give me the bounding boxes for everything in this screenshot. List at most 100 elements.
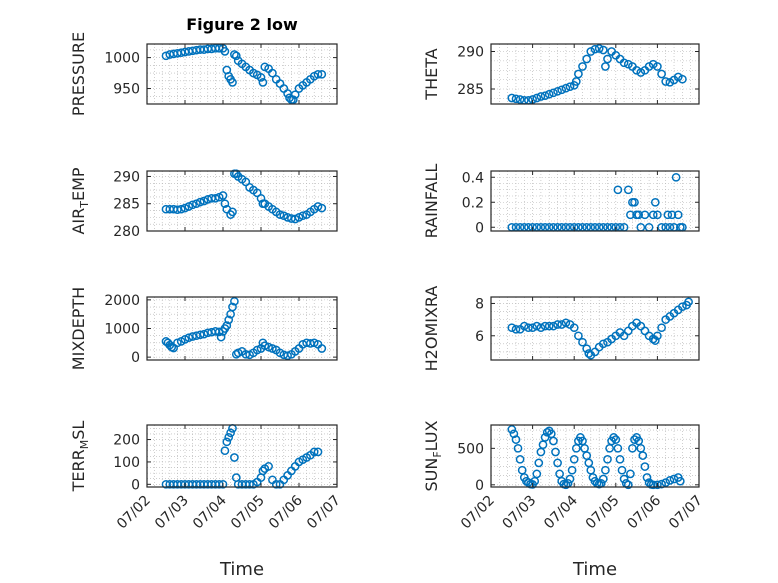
data-point xyxy=(653,331,662,341)
data-point xyxy=(228,78,237,87)
data-point xyxy=(648,210,658,220)
data-point xyxy=(661,478,671,487)
data-point xyxy=(628,443,637,453)
data-point xyxy=(161,51,171,61)
subplot-rainfall: 0 0.2 0.4 RAINFALL xyxy=(422,164,700,238)
y-axis-label: SUNFLUX xyxy=(422,420,444,491)
data-point xyxy=(228,207,237,217)
data-point xyxy=(218,479,228,489)
data-point xyxy=(623,480,633,490)
x-tick-label: 07/07 xyxy=(666,493,706,533)
data-point xyxy=(534,458,544,468)
y-axis-label: MIXDEPTH xyxy=(69,287,88,370)
data-point xyxy=(313,69,323,79)
data-point xyxy=(684,297,693,307)
data-point xyxy=(630,435,639,444)
data-point xyxy=(650,197,660,207)
data-point xyxy=(653,210,662,220)
data-point xyxy=(317,69,327,79)
data-point xyxy=(561,83,571,93)
data-point xyxy=(536,323,546,333)
data-point xyxy=(313,447,323,457)
data-point xyxy=(542,427,552,437)
data-point xyxy=(317,344,327,353)
data-point xyxy=(507,425,517,434)
data-point xyxy=(571,77,581,86)
data-point xyxy=(230,296,239,306)
data-point xyxy=(532,469,542,479)
data-point xyxy=(671,172,681,182)
data-point xyxy=(590,44,600,54)
data-point xyxy=(665,476,675,485)
data-point xyxy=(648,59,658,69)
data-point xyxy=(515,95,525,104)
data-point xyxy=(188,200,197,210)
data-point xyxy=(650,336,660,345)
data-point xyxy=(260,341,270,351)
data-point xyxy=(578,62,587,71)
data-point xyxy=(264,342,273,352)
data-point xyxy=(553,86,562,96)
data-point xyxy=(528,323,537,333)
data-point xyxy=(544,89,554,99)
axes-background xyxy=(147,297,337,360)
data-point xyxy=(184,333,194,343)
y-axis-label: AIRTEMP xyxy=(69,167,91,234)
figure-title: Figure 2 low xyxy=(186,15,298,34)
data-point xyxy=(309,447,319,457)
y-tick-label: 280 xyxy=(113,224,140,240)
y-tick-label: 290 xyxy=(113,169,140,185)
y-tick-label: 285 xyxy=(113,197,140,213)
data-point xyxy=(598,474,608,484)
data-point xyxy=(594,44,604,53)
data-point xyxy=(661,77,671,86)
data-point xyxy=(288,95,298,105)
axes-background xyxy=(491,297,699,360)
data-point xyxy=(540,91,550,101)
data-point xyxy=(619,474,629,484)
data-point xyxy=(582,54,592,64)
x-tick-label: 07/05 xyxy=(228,493,268,533)
data-point xyxy=(619,331,629,341)
data-point xyxy=(615,454,625,464)
data-point xyxy=(601,62,610,71)
data-point xyxy=(638,451,648,460)
data-point xyxy=(549,436,558,446)
data-point xyxy=(657,323,666,333)
data-point xyxy=(519,321,529,331)
data-point xyxy=(582,344,592,354)
data-point xyxy=(549,88,558,98)
y-tick-label: 200 xyxy=(113,433,140,449)
y-axis-label: PRESSURE xyxy=(69,32,88,116)
data-point xyxy=(657,479,666,489)
data-point xyxy=(275,210,285,219)
data-point xyxy=(245,479,254,489)
data-point xyxy=(609,433,619,442)
data-point xyxy=(598,45,608,55)
data-point xyxy=(228,302,237,312)
x-tick-label: 07/03 xyxy=(500,493,540,533)
y-tick-label: 1000 xyxy=(104,51,140,67)
subplot-sun-flux: 0 500 07/02 07/03 07/04 07/05 07/06 07/07 SUNFLU… xyxy=(422,420,706,580)
x-tick-label: 07/06 xyxy=(266,492,306,532)
data-point xyxy=(611,435,621,444)
data-point xyxy=(561,318,571,328)
data-point xyxy=(540,321,550,331)
data-point xyxy=(623,185,633,195)
data-point xyxy=(626,210,635,220)
data-point xyxy=(557,85,567,95)
data-point xyxy=(619,58,629,68)
data-point xyxy=(524,323,533,333)
x-axis-label: Time xyxy=(219,559,264,580)
data-point xyxy=(222,437,232,447)
x-tick-label: 07/06 xyxy=(624,492,664,532)
x-tick-label: 07/07 xyxy=(304,493,344,533)
data-point xyxy=(536,92,546,101)
x-tick-label: 07/04 xyxy=(541,492,581,532)
data-point xyxy=(567,465,577,475)
axes-border xyxy=(490,424,700,488)
axes-border xyxy=(146,170,338,232)
subplot-mixdepth: 0 1000 2000 MIXDEPTH xyxy=(69,287,338,370)
data-point xyxy=(268,68,277,78)
data-point xyxy=(553,320,562,329)
